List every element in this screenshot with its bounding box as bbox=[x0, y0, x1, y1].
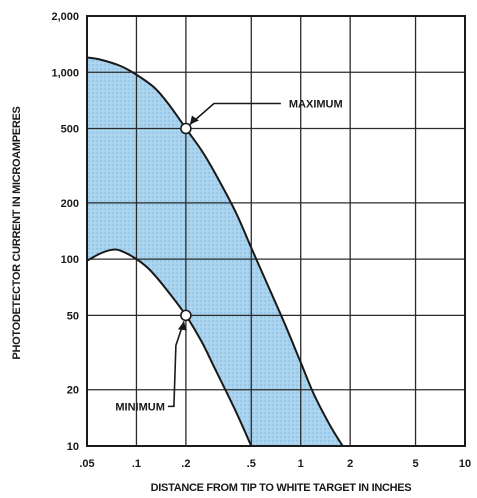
x-tick-label: .1 bbox=[132, 458, 141, 470]
x-tick-label: .2 bbox=[181, 458, 190, 470]
tick-labels: .05 .1 .2 .5 1 2 5 10 10 20 50 100 200 500 1,000 2,000 bbox=[51, 11, 471, 470]
minimum-arrowhead bbox=[177, 321, 187, 331]
series-line-maximum bbox=[86, 56, 344, 447]
shaded-band bbox=[87, 57, 343, 447]
minimum-leader-line bbox=[167, 321, 185, 408]
annotations: MAXIMUM MINIMUM bbox=[115, 99, 342, 414]
y-tick-label: 1,000 bbox=[51, 67, 79, 79]
x-tick-label: 10 bbox=[459, 458, 471, 470]
y-tick-label: 500 bbox=[61, 124, 79, 136]
y-tick-label: 50 bbox=[67, 310, 79, 322]
minimum-label: MINIMUM bbox=[115, 401, 165, 413]
minimum-point bbox=[180, 309, 192, 322]
x-tick-label: .5 bbox=[247, 458, 256, 470]
x-tick-label: 5 bbox=[412, 458, 418, 470]
y-tick-label: 2,000 bbox=[51, 11, 79, 23]
y-tick-label: 10 bbox=[67, 441, 79, 453]
x-tick-label: 1 bbox=[298, 458, 304, 470]
band-layer bbox=[87, 57, 343, 447]
plot-border-top bbox=[86, 15, 466, 447]
x-axis-label: DISTANCE FROM TIP TO WHITE TARGET IN INC… bbox=[151, 482, 412, 494]
grid-layer bbox=[86, 15, 466, 447]
maximum-point bbox=[180, 122, 192, 135]
y-tick-label: 20 bbox=[67, 385, 79, 397]
x-tick-label: 2 bbox=[347, 458, 353, 470]
x-tick-label: .05 bbox=[79, 458, 94, 470]
maximum-label: MAXIMUM bbox=[289, 99, 343, 111]
y-tick-label: 100 bbox=[61, 254, 79, 266]
series-line-minimum bbox=[86, 248, 253, 447]
y-axis-label: PHOTODETECTOR CURRENT IN MICROAMPERES bbox=[11, 106, 23, 359]
y-tick-label: 200 bbox=[61, 198, 79, 210]
maximum-leader-line bbox=[189, 102, 281, 126]
series-layer bbox=[86, 56, 344, 447]
maximum-arrowhead bbox=[189, 115, 199, 125]
